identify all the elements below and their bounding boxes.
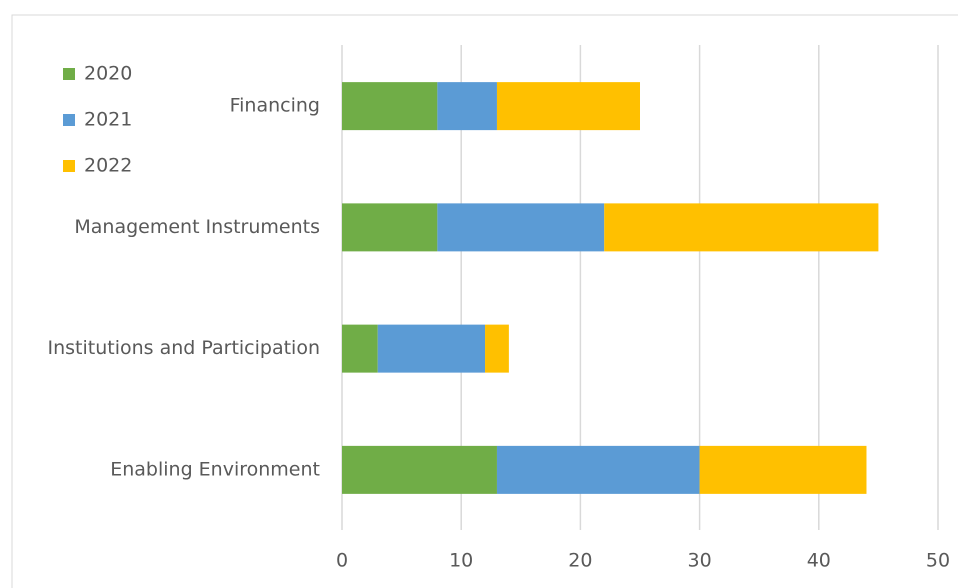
legend-swatch — [63, 114, 75, 126]
legend-label: 2020 — [84, 63, 132, 85]
x-tick-label: 20 — [568, 550, 592, 572]
bar-segment — [342, 324, 378, 373]
legend-label: 2022 — [84, 155, 132, 177]
bar-segment — [342, 82, 438, 131]
x-tick-label: 0 — [336, 550, 348, 572]
bar-segment — [485, 324, 509, 373]
y-tick-label: Institutions and Participation — [48, 337, 321, 359]
bar-segment — [342, 445, 497, 494]
bar-segment — [342, 203, 438, 252]
x-tick-label: 30 — [688, 550, 712, 572]
legend-swatch — [63, 68, 75, 80]
bar-segment — [437, 82, 497, 131]
bar-segment — [496, 445, 700, 494]
x-tick-label: 50 — [926, 550, 950, 572]
bar-segment — [699, 445, 867, 494]
x-tick-label: 10 — [449, 550, 473, 572]
legend-swatch — [63, 160, 75, 172]
y-tick-label: Financing — [230, 95, 320, 117]
x-tick-label: 40 — [807, 550, 831, 572]
bar-segment — [437, 203, 605, 252]
legend-label: 2021 — [84, 109, 132, 131]
y-tick-label: Enabling Environment — [110, 458, 320, 480]
bar-segment — [604, 203, 879, 252]
y-tick-label: Management Instruments — [74, 216, 320, 238]
bar-segment — [496, 82, 640, 131]
bar-segment — [377, 324, 486, 373]
